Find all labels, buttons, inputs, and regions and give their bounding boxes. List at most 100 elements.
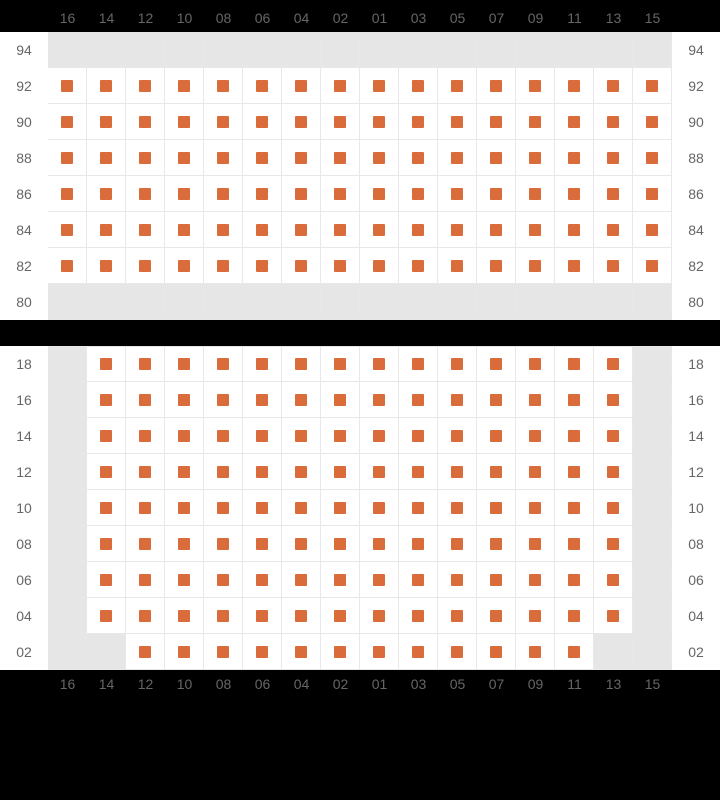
seat-available[interactable]: [399, 454, 438, 490]
seat-available[interactable]: [87, 418, 126, 454]
seat-available[interactable]: [399, 634, 438, 670]
seat-available[interactable]: [477, 490, 516, 526]
seat-available[interactable]: [165, 634, 204, 670]
seat-available[interactable]: [321, 248, 360, 284]
seat-available[interactable]: [243, 382, 282, 418]
seat-available[interactable]: [165, 418, 204, 454]
seat-available[interactable]: [243, 598, 282, 634]
seat-available[interactable]: [126, 212, 165, 248]
seat-available[interactable]: [399, 490, 438, 526]
seat-available[interactable]: [360, 454, 399, 490]
seat-available[interactable]: [204, 68, 243, 104]
seat-available[interactable]: [126, 418, 165, 454]
seat-available[interactable]: [126, 634, 165, 670]
seat-available[interactable]: [360, 634, 399, 670]
seat-available[interactable]: [243, 68, 282, 104]
seat-available[interactable]: [204, 104, 243, 140]
seat-available[interactable]: [87, 140, 126, 176]
seat-available[interactable]: [48, 176, 87, 212]
seat-available[interactable]: [555, 104, 594, 140]
seat-available[interactable]: [282, 490, 321, 526]
seat-available[interactable]: [555, 526, 594, 562]
seat-available[interactable]: [282, 526, 321, 562]
seat-available[interactable]: [126, 176, 165, 212]
seat-available[interactable]: [594, 176, 633, 212]
seat-available[interactable]: [633, 176, 672, 212]
seat-available[interactable]: [555, 562, 594, 598]
seat-available[interactable]: [282, 248, 321, 284]
seat-available[interactable]: [594, 526, 633, 562]
seat-available[interactable]: [126, 562, 165, 598]
seat-available[interactable]: [516, 598, 555, 634]
seat-available[interactable]: [126, 68, 165, 104]
seat-available[interactable]: [399, 68, 438, 104]
seat-available[interactable]: [477, 248, 516, 284]
seat-available[interactable]: [633, 104, 672, 140]
seat-available[interactable]: [126, 248, 165, 284]
seat-available[interactable]: [477, 562, 516, 598]
seat-available[interactable]: [516, 68, 555, 104]
seat-available[interactable]: [360, 526, 399, 562]
seat-available[interactable]: [555, 212, 594, 248]
seat-available[interactable]: [321, 454, 360, 490]
seat-available[interactable]: [243, 454, 282, 490]
seat-available[interactable]: [399, 346, 438, 382]
seat-available[interactable]: [360, 104, 399, 140]
seat-available[interactable]: [594, 454, 633, 490]
seat-available[interactable]: [555, 454, 594, 490]
seat-available[interactable]: [594, 212, 633, 248]
seat-available[interactable]: [438, 212, 477, 248]
seat-available[interactable]: [516, 562, 555, 598]
seat-available[interactable]: [126, 382, 165, 418]
seat-available[interactable]: [204, 176, 243, 212]
seat-available[interactable]: [321, 490, 360, 526]
seat-available[interactable]: [438, 382, 477, 418]
seat-available[interactable]: [555, 68, 594, 104]
seat-available[interactable]: [360, 68, 399, 104]
seat-available[interactable]: [555, 346, 594, 382]
seat-available[interactable]: [399, 598, 438, 634]
seat-available[interactable]: [477, 382, 516, 418]
seat-available[interactable]: [165, 68, 204, 104]
seat-available[interactable]: [633, 212, 672, 248]
seat-available[interactable]: [360, 490, 399, 526]
seat-available[interactable]: [165, 454, 204, 490]
seat-available[interactable]: [165, 598, 204, 634]
seat-available[interactable]: [438, 346, 477, 382]
seat-available[interactable]: [87, 490, 126, 526]
seat-available[interactable]: [360, 248, 399, 284]
seat-available[interactable]: [321, 598, 360, 634]
seat-available[interactable]: [360, 418, 399, 454]
seat-available[interactable]: [516, 104, 555, 140]
seat-available[interactable]: [282, 634, 321, 670]
seat-available[interactable]: [438, 248, 477, 284]
seat-available[interactable]: [243, 634, 282, 670]
seat-available[interactable]: [360, 212, 399, 248]
seat-available[interactable]: [477, 598, 516, 634]
seat-available[interactable]: [243, 418, 282, 454]
seat-available[interactable]: [282, 140, 321, 176]
seat-available[interactable]: [165, 490, 204, 526]
seat-available[interactable]: [516, 140, 555, 176]
seat-available[interactable]: [477, 346, 516, 382]
seat-available[interactable]: [516, 382, 555, 418]
seat-available[interactable]: [594, 382, 633, 418]
seat-available[interactable]: [48, 104, 87, 140]
seat-available[interactable]: [243, 212, 282, 248]
seat-available[interactable]: [204, 526, 243, 562]
seat-available[interactable]: [438, 454, 477, 490]
seat-available[interactable]: [555, 382, 594, 418]
seat-available[interactable]: [87, 382, 126, 418]
seat-available[interactable]: [87, 598, 126, 634]
seat-available[interactable]: [477, 212, 516, 248]
seat-available[interactable]: [321, 634, 360, 670]
seat-available[interactable]: [516, 634, 555, 670]
seat-available[interactable]: [126, 454, 165, 490]
seat-available[interactable]: [165, 212, 204, 248]
seat-available[interactable]: [204, 346, 243, 382]
seat-available[interactable]: [87, 526, 126, 562]
seat-available[interactable]: [477, 104, 516, 140]
seat-available[interactable]: [321, 346, 360, 382]
seat-available[interactable]: [399, 104, 438, 140]
seat-available[interactable]: [243, 176, 282, 212]
